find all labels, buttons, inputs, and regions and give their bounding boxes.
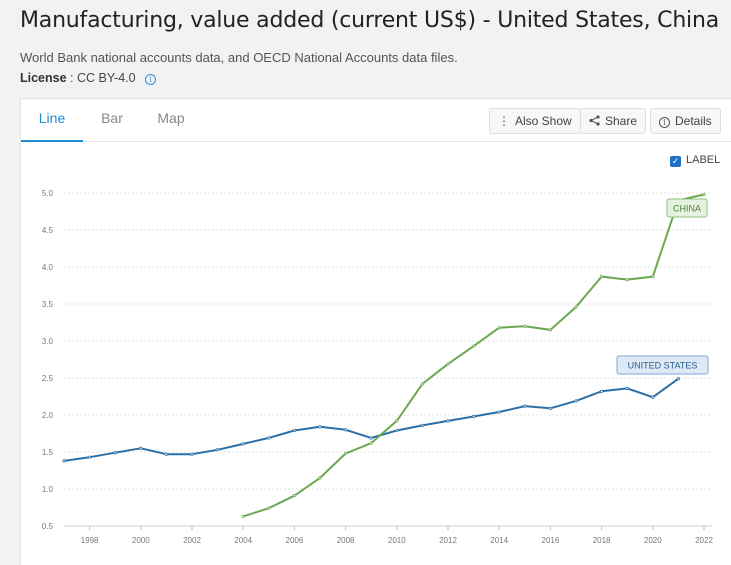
more-vertical-icon: ⋮ xyxy=(498,114,510,128)
data-point-united-states xyxy=(343,428,348,432)
x-tick-label: 2010 xyxy=(388,536,406,545)
x-tick-label: 2008 xyxy=(337,536,355,545)
x-tick-label: 2012 xyxy=(439,536,457,545)
series-label-china: CHINA xyxy=(673,204,701,214)
x-tick-label: 2006 xyxy=(286,536,304,545)
tab-map[interactable]: Map xyxy=(157,110,185,126)
x-tick-label: 2014 xyxy=(490,536,508,545)
line-chart: 0.5 1.0 1.5 2.0 2.5 3.0 3.5 4.0 4.5 5.0 1998 2000 20… xyxy=(42,189,714,545)
data-point-china xyxy=(471,344,476,348)
share-icon xyxy=(589,109,600,133)
x-tick-label: 2016 xyxy=(542,536,560,545)
data-point-united-states xyxy=(369,436,373,440)
data-point-united-states xyxy=(574,399,578,403)
data-point-china xyxy=(625,277,629,282)
license-label: License xyxy=(20,71,67,85)
data-point-united-states xyxy=(395,428,399,433)
data-point-united-states xyxy=(497,410,501,414)
data-point-united-states xyxy=(216,448,220,452)
data-point-united-states xyxy=(420,423,424,427)
data-point-united-states xyxy=(625,386,629,390)
x-tick-label: 2002 xyxy=(183,536,201,545)
data-point-united-states xyxy=(241,442,245,446)
label-toggle-text: LABEL xyxy=(686,154,721,166)
data-point-china xyxy=(651,275,655,279)
x-tick-label: 2020 xyxy=(644,536,662,545)
y-tick-label: 0.5 xyxy=(42,522,54,531)
data-point-china xyxy=(343,451,348,456)
y-tick-label: 1.5 xyxy=(42,448,54,457)
series-line-china xyxy=(242,193,705,518)
tab-bar[interactable]: Bar xyxy=(101,110,123,126)
share-label: Share xyxy=(605,114,638,128)
details-button[interactable]: i Details xyxy=(650,108,721,134)
data-point-united-states xyxy=(599,389,604,393)
data-point-united-states xyxy=(113,451,117,455)
data-point-united-states xyxy=(164,452,168,456)
data-point-united-states xyxy=(651,395,655,399)
x-tick-label: 2004 xyxy=(234,536,252,545)
data-point-china xyxy=(241,514,245,518)
data-point-china xyxy=(574,305,578,309)
y-tick-label: 4.5 xyxy=(42,226,54,235)
checkbox-checked-icon[interactable]: ✓ xyxy=(670,156,681,167)
data-point-united-states xyxy=(523,404,527,408)
y-tick-label: 4.0 xyxy=(42,263,54,272)
share-button[interactable]: Share xyxy=(580,108,647,134)
data-point-china xyxy=(702,192,706,197)
data-point-china xyxy=(395,419,399,423)
y-tick-label: 3.5 xyxy=(42,300,54,309)
chart-panel: Line Bar Map ⋮ Also Show Share i Details ✓… xyxy=(20,98,731,565)
y-tick-label: 1.0 xyxy=(42,485,54,494)
data-point-china xyxy=(599,275,604,279)
data-point-china xyxy=(523,324,527,328)
license-value: : CC BY-4.0 xyxy=(70,71,136,85)
series-label-box-china xyxy=(666,198,708,218)
label-toggle[interactable]: ✓ LABEL xyxy=(670,154,720,167)
also-show-button[interactable]: ⋮ Also Show xyxy=(489,108,581,134)
y-tick-label: 2.5 xyxy=(42,374,54,383)
details-label: Details xyxy=(675,114,712,128)
data-point-united-states xyxy=(190,452,194,456)
data-point-united-states xyxy=(139,446,143,450)
y-tick-label: 5.0 xyxy=(42,189,54,198)
data-point-china xyxy=(548,328,553,332)
data-point-china xyxy=(267,506,271,510)
data-point-united-states xyxy=(88,455,92,459)
data-point-united-states xyxy=(676,377,681,381)
data-point-united-states xyxy=(471,414,476,419)
series-line-united-states xyxy=(63,377,679,462)
y-tick-label: 3.0 xyxy=(42,337,54,346)
data-point-china xyxy=(446,362,450,366)
license-line: License : CC BY-4.0 i xyxy=(20,71,157,85)
series-label-united-states: UNITED STATES xyxy=(628,361,698,371)
source-note: World Bank national accounts data, and O… xyxy=(20,50,458,65)
data-point-china xyxy=(292,494,296,498)
data-point-united-states xyxy=(548,406,553,410)
x-tick-label: 2022 xyxy=(695,536,713,545)
y-tick-label: 2.0 xyxy=(42,411,54,420)
data-point-china xyxy=(497,326,501,330)
page-title: Manufacturing, value added (current US$)… xyxy=(20,8,719,33)
data-point-china xyxy=(318,476,322,480)
data-point-china xyxy=(420,382,424,386)
x-tick-label: 2018 xyxy=(593,536,611,545)
x-tick-label: 2000 xyxy=(132,536,150,545)
data-point-united-states xyxy=(62,459,66,463)
also-show-label: Also Show xyxy=(515,114,572,128)
data-point-united-states xyxy=(318,425,322,429)
info-icon[interactable]: i xyxy=(145,74,157,85)
data-point-united-states xyxy=(446,419,450,423)
data-point-united-states xyxy=(292,428,296,433)
chart-tabs: Line Bar Map ⋮ Also Show Share i Details xyxy=(21,99,731,142)
x-tick-label: 1998 xyxy=(81,536,99,545)
data-point-united-states xyxy=(267,436,271,440)
data-point-china xyxy=(369,441,373,445)
info-circle-icon: i xyxy=(659,117,670,128)
series-label-box-united-states xyxy=(616,355,709,375)
tab-line[interactable]: Line xyxy=(21,99,83,142)
